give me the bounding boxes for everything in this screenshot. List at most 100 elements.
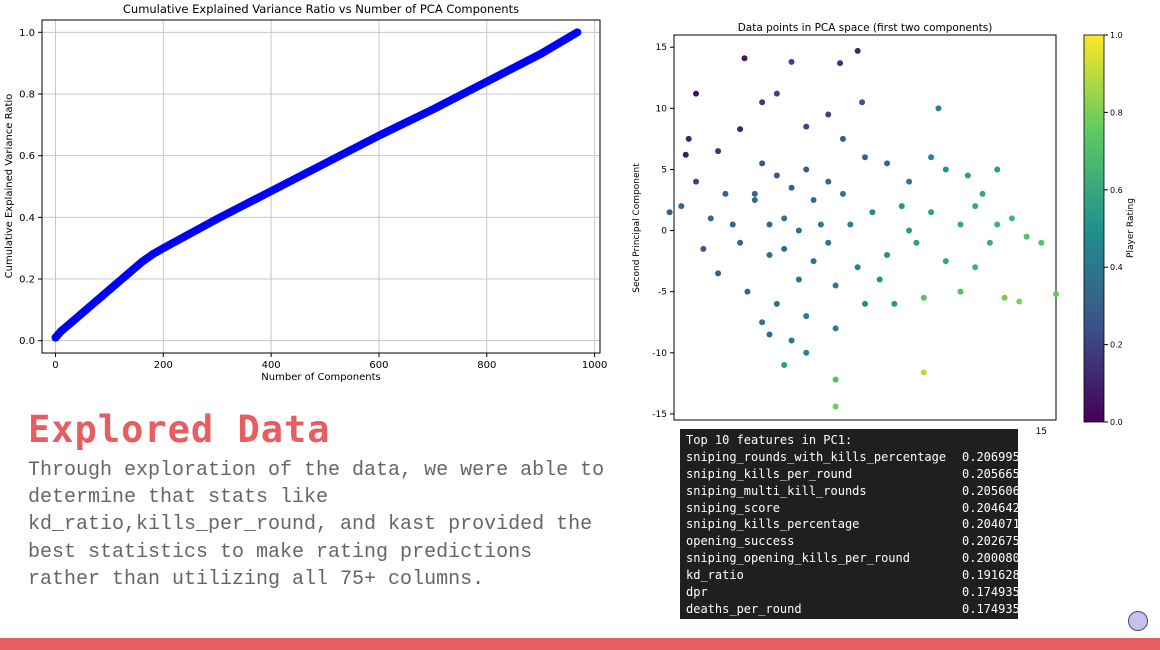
- colorbar-label: Player Rating: [1126, 198, 1136, 258]
- colorbar-tick-label-4: 0.8: [1110, 108, 1123, 117]
- pca-point-73: [847, 221, 854, 228]
- section-title: Explored Data: [28, 408, 331, 451]
- pca-point-53: [803, 313, 810, 320]
- pca-point-27: [920, 294, 927, 301]
- pca-point-13: [862, 154, 868, 161]
- variance-chart-title: Cumulative Explained Variance Ratio vs N…: [123, 2, 519, 16]
- pca-point-41: [825, 239, 832, 246]
- pca-point-19: [979, 190, 986, 197]
- pca-point-68: [817, 221, 824, 228]
- pca-scatter-points: [666, 47, 1059, 410]
- pca-point-11: [859, 99, 866, 106]
- pca-point-39: [795, 276, 802, 283]
- pca-point-23: [1053, 291, 1059, 298]
- pca-point-76: [825, 178, 832, 185]
- pca-point-17: [942, 166, 949, 173]
- pca-ytick-label-5: 10: [656, 104, 668, 114]
- console-output: Top 10 features in PC1: sniping_rounds_w…: [680, 429, 1020, 619]
- console-feature-value: 0.205665: [962, 466, 1020, 481]
- pca-point-0: [693, 90, 700, 97]
- pca-point-59: [876, 276, 883, 283]
- pca-point-77: [906, 227, 913, 234]
- console-feature-value: 0.174935: [962, 585, 1020, 600]
- pca-point-80: [994, 221, 1001, 228]
- variance-chart-grid: [42, 20, 600, 353]
- variance-chart: Cumulative Explained Variance Ratio vs N…: [4, 2, 607, 383]
- pca-point-60: [891, 300, 898, 307]
- pca-point-34: [715, 270, 722, 277]
- variance-ytick-label-5: 1.0: [19, 28, 35, 39]
- pca-point-28: [972, 264, 979, 271]
- console-row: sniping_multi_kill_rounds 0.205606: [686, 483, 1020, 500]
- pca-point-62: [773, 172, 780, 179]
- pca-ytick-label-6: 15: [656, 43, 667, 53]
- pca-point-71: [781, 245, 788, 252]
- pca-ytick-label-3: 0: [661, 227, 667, 237]
- pca-point-15: [906, 178, 913, 185]
- console-feature-name: sniping_kills_percentage: [686, 517, 860, 532]
- console-feature-name: deaths_per_round: [686, 601, 802, 616]
- console-header: Top 10 features in PC1:: [686, 433, 853, 447]
- pca-point-58: [862, 300, 868, 307]
- section-body: Through exploration of the data, we were…: [28, 459, 605, 591]
- colorbar-tick-label-1: 0.2: [1110, 341, 1123, 350]
- variance-chart-xlabel: Number of Components: [261, 372, 380, 383]
- console-feature-name: sniping_kills_per_round: [686, 466, 853, 481]
- pca-point-56: [759, 319, 766, 326]
- bottom-accent-bar: [0, 638, 1160, 650]
- pca-point-52: [773, 300, 780, 307]
- pca-point-66: [795, 227, 802, 234]
- console-row: sniping_opening_kills_per_round 0.200080: [686, 550, 1020, 567]
- variance-ytick-label-4: 0.8: [19, 90, 35, 101]
- pca-point-72: [737, 239, 744, 246]
- pca-point-16: [928, 154, 935, 161]
- pca-point-21: [1023, 233, 1030, 240]
- circle-button[interactable]: [1128, 611, 1148, 631]
- pca-point-42: [839, 190, 846, 197]
- pca-point-54: [832, 325, 839, 332]
- console-row: sniping_rounds_with_kills_percentage 0.20…: [686, 449, 1020, 466]
- pca-point-37: [766, 252, 773, 258]
- pca-point-25: [1016, 298, 1023, 305]
- console-feature-value: 0.206995: [962, 449, 1020, 464]
- pca-scatter-chart: Data points in PCA space (first two comp…: [632, 22, 1136, 437]
- pca-ytick-label-0: -15: [652, 410, 667, 420]
- pca-point-49: [942, 258, 949, 265]
- variance-xtick-label-0: 0: [52, 360, 58, 371]
- pca-point-20: [1008, 215, 1015, 222]
- pca-point-69: [832, 282, 839, 289]
- pca-point-87: [715, 148, 722, 155]
- colorbar-tick-label-5: 1.0: [1110, 31, 1123, 40]
- pca-point-61: [788, 184, 795, 191]
- pca-point-85: [803, 349, 810, 356]
- console-feature-name: dpr: [686, 585, 708, 600]
- variance-xtick-label-5: 1000: [582, 360, 607, 371]
- pca-point-26: [957, 288, 964, 295]
- console-row: opening_success 0.202675: [686, 533, 1020, 550]
- pca-point-44: [869, 209, 876, 216]
- pca-point-83: [832, 403, 839, 410]
- console-feature-name: opening_success: [686, 534, 795, 549]
- pca-point-10: [825, 111, 832, 118]
- console-feature-value: 0.204642: [962, 500, 1020, 515]
- pca-point-1: [741, 55, 748, 62]
- variance-xtick-label-2: 400: [262, 360, 281, 371]
- pca-point-79: [986, 239, 993, 246]
- console-feature-value: 0.204071: [962, 517, 1020, 532]
- pca-point-86: [693, 178, 700, 185]
- pca-point-74: [751, 190, 758, 197]
- pca-point-64: [722, 190, 729, 197]
- pca-point-46: [898, 203, 905, 210]
- variance-ytick-label-0: 0.0: [19, 336, 35, 347]
- console-feature-value: 0.191628: [962, 568, 1020, 583]
- colorbar-tick-label-0: 0.0: [1110, 418, 1123, 427]
- pca-point-30: [994, 166, 1001, 173]
- console-row: sniping_score 0.204642: [686, 500, 1020, 517]
- pca-ytick-label-2: -5: [658, 288, 667, 298]
- variance-chart-ticks: 0 200 400 600 800 1000 0.0 0.2 0.4 0.6 0.8 1.0: [19, 28, 607, 371]
- pca-point-8: [773, 90, 780, 97]
- pca-point-4: [685, 135, 692, 142]
- variance-xtick-label-4: 800: [477, 360, 496, 371]
- variance-ytick-label-1: 0.2: [19, 275, 35, 286]
- pca-point-88: [788, 58, 795, 65]
